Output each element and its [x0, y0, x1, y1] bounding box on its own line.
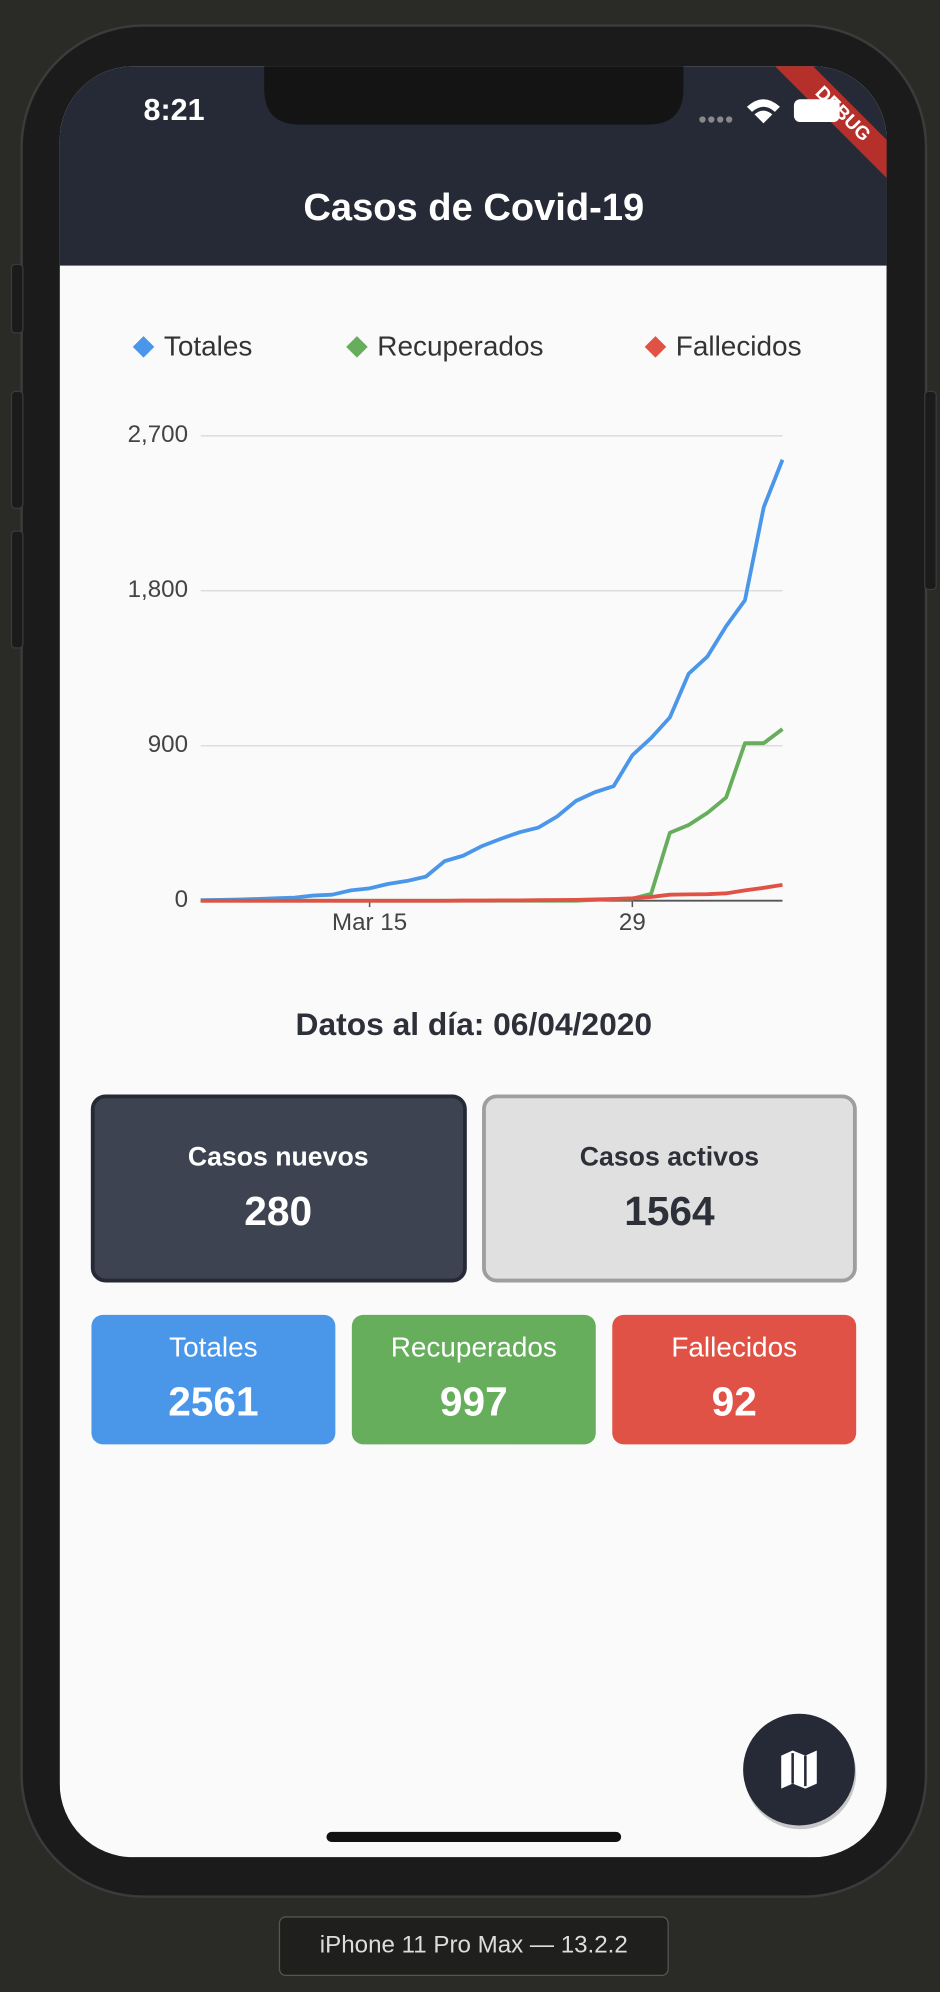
- card-label: Casos activos: [580, 1142, 759, 1172]
- series-line: [200, 883, 783, 903]
- device-label-box: [278, 1916, 669, 1977]
- stat-value: 92: [712, 1379, 757, 1425]
- legend-marker: [346, 336, 368, 358]
- x-tick-label: 29: [619, 909, 646, 936]
- y-tick-label: 0: [175, 886, 188, 913]
- legend: Totales Recuperados Fallecidos: [132, 331, 802, 362]
- card-new: [90, 1094, 467, 1283]
- side-button: [10, 263, 24, 334]
- x-tick-label: Mar 15: [332, 909, 407, 936]
- notch: [264, 66, 684, 125]
- side-button: [924, 390, 937, 591]
- chart: 0 900 1,800 2,700 Mar 15 29: [128, 421, 785, 936]
- stat-value: 997: [440, 1379, 508, 1425]
- card-value: 1564: [624, 1188, 715, 1234]
- card-active: [482, 1094, 857, 1283]
- home-indicator: [326, 1831, 622, 1842]
- y-tick-label: 900: [148, 731, 188, 758]
- stat-card: [612, 1314, 857, 1445]
- legend-label: Totales: [164, 331, 253, 362]
- y-tick-label: 2,700: [128, 421, 188, 448]
- series-line: [200, 459, 785, 903]
- side-button: [10, 530, 24, 649]
- stat-label: Recuperados: [391, 1332, 557, 1363]
- wifi-icon: [746, 99, 780, 124]
- legend-marker: [132, 336, 155, 358]
- side-button: [10, 390, 24, 509]
- stat-value: 2561: [168, 1379, 258, 1425]
- y-tick-label: 1,800: [128, 576, 188, 603]
- legend-label: Recuperados: [377, 331, 543, 362]
- card-label: Casos nuevos: [188, 1142, 369, 1172]
- stat-label: Fallecidos: [671, 1332, 797, 1363]
- status-time: 8:21: [144, 93, 205, 127]
- stat-card: [351, 1314, 596, 1445]
- app-title: Casos de Covid-19: [303, 187, 644, 229]
- map-icon: [781, 1750, 817, 1789]
- screen: DEBUG: [59, 66, 887, 1858]
- date-label: Datos al día: 06/04/2020: [296, 1006, 653, 1042]
- stat-label: Totales: [169, 1332, 258, 1363]
- device-label: iPhone 11 Pro Max — 13.2.2: [320, 1932, 628, 1959]
- map-icon-fold: [791, 1753, 807, 1787]
- stat-card: [91, 1314, 336, 1445]
- legend-label: Fallecidos: [676, 331, 802, 362]
- battery-icon: [793, 99, 840, 123]
- card-value: 280: [244, 1188, 312, 1234]
- signal-dots: [699, 116, 733, 123]
- screen-bg: [59, 66, 887, 1858]
